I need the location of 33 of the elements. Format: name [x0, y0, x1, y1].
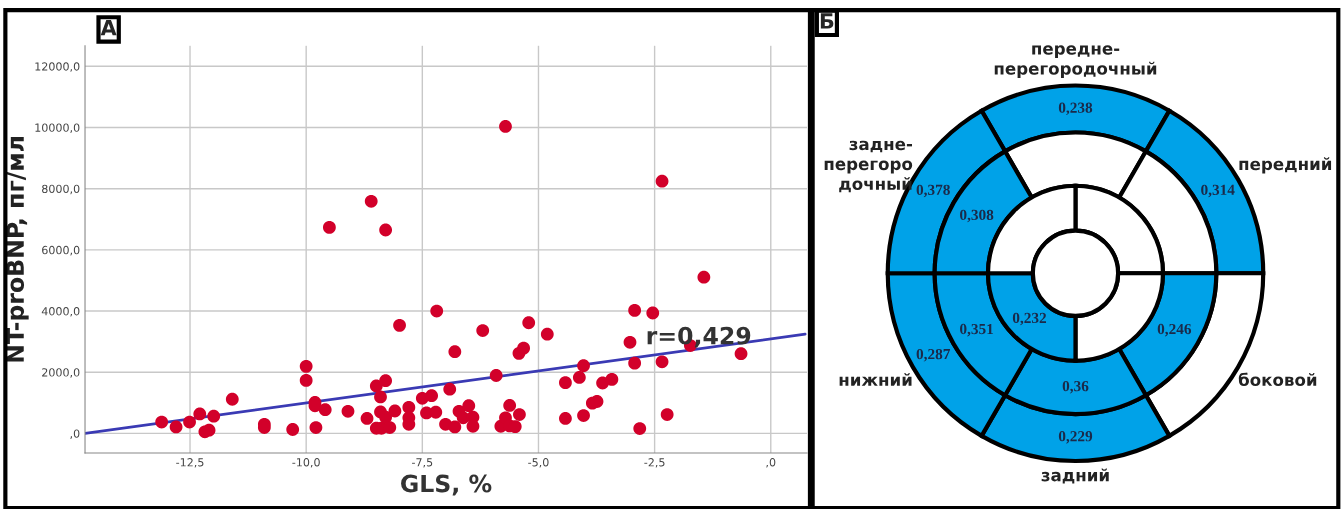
text: 0,229: [1058, 431, 1093, 444]
text: 0,378: [916, 184, 950, 198]
text: Б: [820, 13, 834, 29]
x-tick-label: -10,0: [292, 458, 320, 468]
text: 0,232: [1012, 312, 1047, 326]
text: 0,287: [916, 348, 951, 362]
x-tick-label: ,0: [766, 458, 776, 468]
text: 0,308: [960, 209, 994, 223]
annotation: r=0,429: [647, 326, 751, 348]
x-tick-label: -12,5: [176, 458, 204, 468]
y-axis-title: NT-proBNP, пг/мл: [6, 137, 29, 362]
category-label: нижний: [839, 373, 912, 386]
chart-title: А: [100, 19, 117, 36]
y-tick-label: 4000,0: [41, 307, 80, 317]
x-tick-label: -2,5: [644, 458, 665, 468]
category-label: передний: [1239, 157, 1332, 174]
text: 0,351: [960, 323, 994, 337]
y-tick-label: ,0: [70, 429, 80, 439]
text: 0,246: [1157, 323, 1192, 337]
category-label: задний: [1041, 468, 1109, 484]
y-tick-label: 8000,0: [42, 184, 80, 195]
category-label: боковой: [1238, 372, 1317, 387]
x-tick-label: -5,0: [528, 458, 549, 468]
y-tick-label: 2000,0: [42, 368, 80, 378]
y-tick-label: 6000,0: [42, 245, 80, 256]
category-label: передне- перегородочный: [994, 45, 1157, 79]
text: 0,238: [1058, 102, 1093, 116]
text: 0,314: [1201, 184, 1235, 198]
text: 0,36: [1062, 380, 1089, 394]
y-tick-label: 10000,0: [35, 123, 80, 134]
x-axis-title: GLS, %: [401, 474, 492, 496]
y-tick-label: 12000,0: [35, 62, 80, 72]
x-tick-label: -7,5: [412, 458, 433, 468]
